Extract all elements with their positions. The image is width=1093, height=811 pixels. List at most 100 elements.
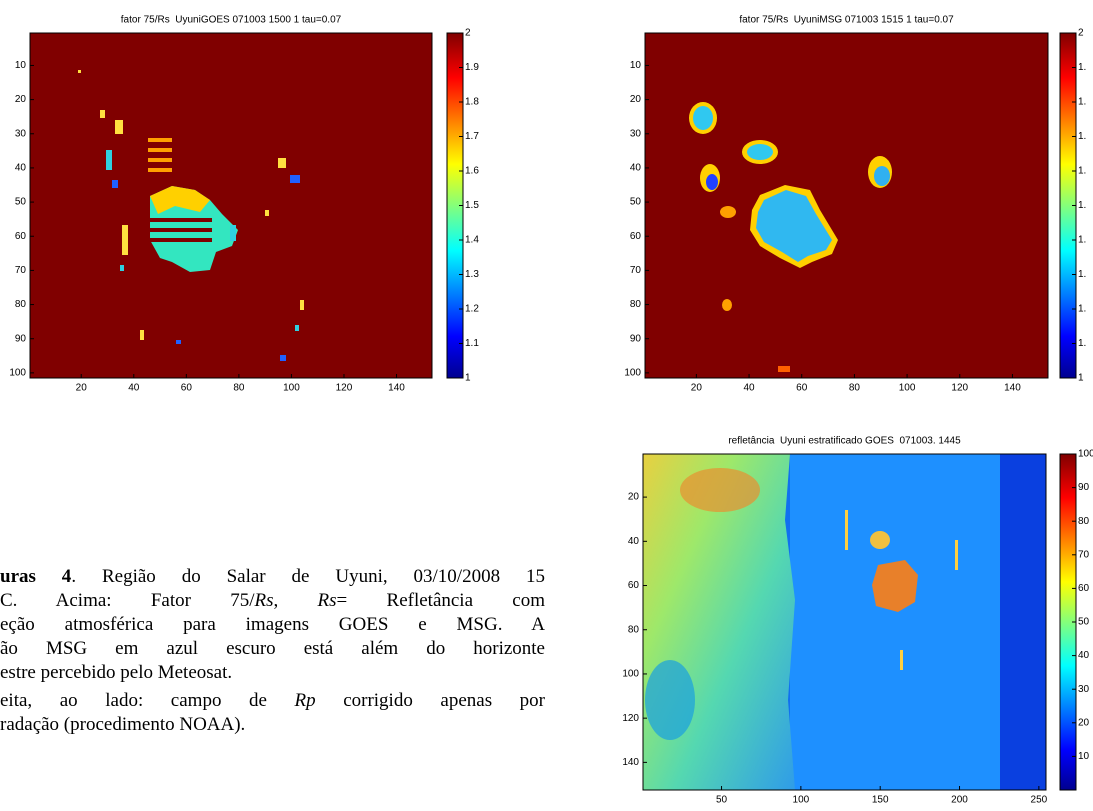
colorbar-tick-label: 1.9 — [465, 62, 479, 73]
heatmap-image — [643, 454, 1046, 790]
colorbar-tick-label: 1.5 — [465, 200, 479, 211]
y-tick-label: 120 — [622, 713, 639, 724]
y-tick-label: 70 — [15, 265, 27, 276]
colorbar-tick-label: 1.8 — [465, 97, 479, 108]
y-tick-label: 30 — [630, 128, 642, 139]
page: fator 75/Rs UyuniGOES 071003 1500 1 tau=… — [0, 0, 1093, 811]
x-tick-label: 250 — [1031, 795, 1048, 806]
x-tick-label: 120 — [951, 383, 968, 394]
x-tick-label: 140 — [388, 383, 405, 394]
y-tick-label: 80 — [628, 624, 640, 635]
caption-line: estre percebido pelo Meteosat. — [0, 661, 545, 685]
y-tick-label: 60 — [15, 231, 27, 242]
colorbar-tick-label: 1. — [1078, 131, 1086, 142]
colorbar-tick-label: 40 — [1078, 650, 1090, 661]
heatmap-image — [645, 33, 1048, 378]
y-tick-label: 60 — [628, 580, 640, 591]
caption-text: . Região do Salar de Uyuni, 03/10/2008 1… — [71, 566, 545, 587]
colorbar-tick-label: 1. — [1078, 97, 1086, 108]
y-tick-label: 40 — [628, 536, 640, 547]
caption-text: = Refletância com — [337, 590, 545, 611]
x-tick-label: 100 — [283, 383, 300, 394]
colorbar-tick-label: 1 — [465, 373, 471, 384]
caption-text: Rp — [295, 690, 316, 711]
x-tick-label: 40 — [743, 383, 755, 394]
caption-text: ão MSG em azul escuro está além do horiz… — [0, 638, 545, 659]
y-tick-label: 40 — [630, 163, 642, 174]
y-tick-label: 100 — [624, 368, 641, 379]
colorbar-tick-label: 2 — [465, 28, 471, 39]
y-tick-label: 100 — [622, 669, 639, 680]
x-tick-label: 60 — [181, 383, 193, 394]
y-tick-label: 50 — [15, 197, 27, 208]
y-tick-label: 80 — [15, 299, 27, 310]
y-tick-label: 60 — [630, 231, 642, 242]
colorbar-tick-label: 1. — [1078, 62, 1086, 73]
y-tick-label: 20 — [15, 94, 27, 105]
colorbar-tick-label: 1.2 — [465, 304, 479, 315]
x-tick-label: 80 — [233, 383, 245, 394]
caption-text: corrigido apenas por — [316, 690, 545, 711]
y-tick-label: 100 — [9, 368, 26, 379]
x-tick-label: 20 — [76, 383, 88, 394]
colorbar-tick-label: 20 — [1078, 717, 1090, 728]
colorbar-tick-label: 1.7 — [465, 131, 479, 142]
figure-title: fator 75/Rs UyuniGOES 071003 1500 1 tau=… — [121, 15, 342, 26]
caption-text: estre percebido pelo Meteosat. — [0, 662, 232, 683]
colorbar-tick-label: 1 — [1078, 373, 1084, 384]
y-tick-label: 90 — [15, 333, 27, 344]
caption-paragraph: uras 4. Região do Salar de Uyuni, 03/10/… — [0, 565, 545, 685]
caption-line: ão MSG em azul escuro está além do horiz… — [0, 637, 545, 661]
caption-line: C. Acima: Fator 75/Rs, Rs= Refletância c… — [0, 589, 545, 613]
colorbar-tick-label: 1.6 — [465, 166, 479, 177]
x-tick-label: 60 — [796, 383, 808, 394]
caption-text: eção atmosférica para imagens GOES e MSG… — [0, 614, 545, 635]
caption: uras 4. Região do Salar de Uyuni, 03/10/… — [0, 565, 545, 737]
y-tick-label: 70 — [630, 265, 642, 276]
colorbar-tick-label: 1. — [1078, 166, 1086, 177]
caption-text: Rs — [318, 590, 337, 611]
colorbar-tick-label: 1. — [1078, 304, 1086, 315]
x-tick-label: 140 — [1004, 383, 1021, 394]
caption-line: radação (procedimento NOAA). — [0, 713, 545, 737]
y-tick-label: 20 — [628, 492, 640, 503]
caption-line: uras 4. Região do Salar de Uyuni, 03/10/… — [0, 565, 545, 589]
y-tick-label: 30 — [15, 128, 27, 139]
caption-line: eção atmosférica para imagens GOES e MSG… — [0, 613, 545, 637]
caption-line: eita, ao lado: campo de Rp corrigido ape… — [0, 689, 545, 713]
colorbar-tick-label: 1. — [1078, 235, 1086, 246]
colorbar-tick-label: 30 — [1078, 684, 1090, 695]
colorbar-tick-label: 90 — [1078, 482, 1090, 493]
caption-text: eita, ao lado: campo de — [0, 690, 295, 711]
caption-text: radação (procedimento NOAA). — [0, 714, 245, 735]
caption-paragraph: eita, ao lado: campo de Rp corrigido ape… — [0, 689, 545, 737]
colorbar-tick-label: 100 — [1078, 449, 1093, 460]
colorbar-tick-label: 80 — [1078, 516, 1090, 527]
x-tick-label: 100 — [899, 383, 916, 394]
x-tick-label: 200 — [951, 795, 968, 806]
caption-text: C. Acima: Fator 75/ — [0, 590, 255, 611]
colorbar-tick-label: 1.1 — [465, 338, 479, 349]
heatmap-image — [30, 33, 432, 378]
caption-text: Rs — [255, 590, 274, 611]
colorbar-tick-label: 1. — [1078, 338, 1086, 349]
figure-title: fator 75/Rs UyuniMSG 071003 1515 1 tau=0… — [739, 15, 954, 26]
colorbar-tick-label: 1.3 — [465, 269, 479, 280]
x-tick-label: 120 — [336, 383, 353, 394]
colorbar-tick-label: 1. — [1078, 269, 1086, 280]
colorbar-tick-label: 70 — [1078, 549, 1090, 560]
x-tick-label: 20 — [691, 383, 703, 394]
y-tick-label: 140 — [622, 757, 639, 768]
colorbar-tick-label: 50 — [1078, 617, 1090, 628]
colorbar-tick-label: 1.4 — [465, 235, 479, 246]
figure-title: refletância Uyuni estratificado GOES 071… — [728, 436, 961, 447]
colorbar-tick-label: 2 — [1078, 28, 1084, 39]
colorbar-tick-label: 1. — [1078, 200, 1086, 211]
y-tick-label: 50 — [630, 197, 642, 208]
y-tick-label: 90 — [630, 333, 642, 344]
caption-text: , — [274, 590, 318, 611]
colorbar-tick-label: 60 — [1078, 583, 1090, 594]
x-tick-label: 50 — [716, 795, 728, 806]
y-tick-label: 40 — [15, 163, 27, 174]
x-tick-label: 150 — [872, 795, 889, 806]
